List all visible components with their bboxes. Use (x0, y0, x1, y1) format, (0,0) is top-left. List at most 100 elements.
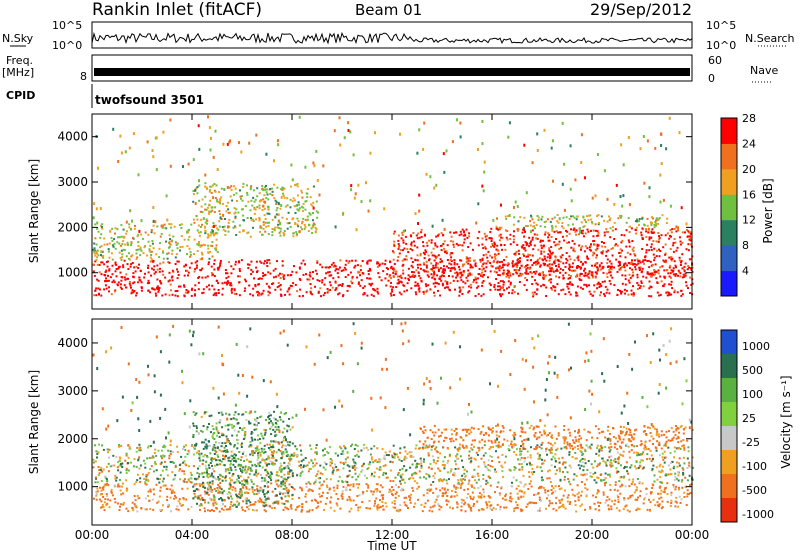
power-cell (155, 253, 158, 256)
power-cell (277, 223, 280, 226)
velocity-cell (268, 504, 271, 507)
power-cell (202, 291, 205, 294)
velocity-cell (638, 481, 641, 484)
power-cell (135, 252, 138, 255)
velocity-cell (471, 475, 474, 478)
velocity-cell (125, 472, 128, 474)
velocity-cell (93, 497, 95, 500)
power-scatter-cell (312, 206, 315, 210)
power-cell (258, 277, 261, 280)
velocity-cell (329, 506, 332, 509)
power-cell (440, 275, 443, 278)
velocity-cell (121, 462, 124, 465)
power-cell (552, 285, 555, 288)
power-scatter-cell (349, 130, 352, 134)
velocity-cell (353, 466, 356, 469)
power-cell (259, 230, 261, 233)
velocity-cell (114, 477, 117, 480)
power-cell (321, 279, 324, 282)
power-cell (277, 274, 280, 277)
velocity-cell (184, 463, 187, 466)
power-cell (96, 263, 99, 266)
velocity-cell (293, 452, 296, 455)
velocity-cell (119, 505, 121, 508)
velocity-cell (523, 485, 526, 488)
power-cell (456, 273, 459, 276)
power-cell (357, 283, 360, 285)
power-cell (547, 253, 550, 256)
velocity-cell (342, 485, 345, 488)
velocity-cell (418, 470, 421, 473)
velocity-cell (322, 491, 324, 494)
power-cell (202, 288, 205, 291)
velocity-cell (431, 455, 434, 458)
power-cell (495, 225, 498, 228)
power-cell (536, 233, 539, 236)
power-cell (262, 198, 265, 201)
power-cell (194, 294, 196, 297)
velocity-cell (379, 466, 382, 469)
velocity-cell (344, 458, 347, 461)
power-cell (351, 259, 354, 262)
power-cell (450, 260, 453, 262)
velocity-cell (251, 503, 254, 506)
velocity-cell (116, 461, 119, 464)
power-cell (596, 234, 599, 237)
velocity-cell (456, 503, 459, 505)
power-cell (346, 289, 349, 292)
velocity-cell (446, 482, 449, 485)
power-scatter-cell (442, 152, 445, 156)
power-cell (170, 289, 172, 292)
power-cell (178, 224, 181, 226)
noise-right-tick-top: 10^5 (706, 19, 736, 32)
velocity-cell (610, 459, 613, 462)
velocity-cell (400, 476, 403, 479)
power-cell (279, 288, 282, 291)
power-cell (174, 290, 177, 293)
velocity-cell (653, 474, 656, 477)
power-cell (122, 236, 125, 239)
velocity-cell (162, 504, 164, 507)
velocity-cell (561, 463, 564, 466)
power-cell (196, 218, 199, 221)
power-cell (479, 260, 482, 263)
power-scatter-cell (482, 189, 485, 193)
power-cell (95, 243, 98, 246)
velocity-cell (234, 459, 237, 462)
velocity-cell (96, 487, 99, 490)
power-cell (641, 227, 644, 230)
power-cell (443, 247, 446, 250)
velocity-cell (185, 498, 188, 501)
power-cell (417, 284, 420, 287)
velocity-cell (656, 478, 659, 481)
power-cell (517, 220, 520, 223)
velocity-cell (308, 461, 311, 464)
power-cell (175, 244, 178, 246)
velocity-cell (290, 507, 293, 510)
velocity-cell (133, 458, 136, 461)
power-cell (234, 263, 237, 266)
velocity-cell (558, 485, 560, 488)
velocity-cell (99, 486, 102, 489)
power-cell (628, 245, 631, 248)
power-cell (571, 240, 574, 242)
power-cell (222, 228, 225, 231)
power-cell (422, 245, 425, 248)
velocity-cell (101, 470, 104, 473)
power-cell (523, 235, 526, 238)
power-cell (198, 199, 201, 202)
power-cell (606, 258, 609, 261)
power-cell (628, 225, 631, 228)
power-cell (523, 266, 526, 269)
power-cell (250, 186, 252, 189)
velocity-cell (206, 475, 209, 478)
power-cell (494, 243, 496, 246)
velocity-cell (505, 506, 508, 509)
nave-tick-top: 60 (708, 54, 722, 67)
velocity-cell (464, 510, 467, 513)
power-scatter-cell (132, 132, 135, 136)
velocity-cell (564, 466, 567, 469)
power-cell (664, 261, 667, 264)
power-cell (139, 246, 142, 249)
power-cell (271, 190, 274, 193)
